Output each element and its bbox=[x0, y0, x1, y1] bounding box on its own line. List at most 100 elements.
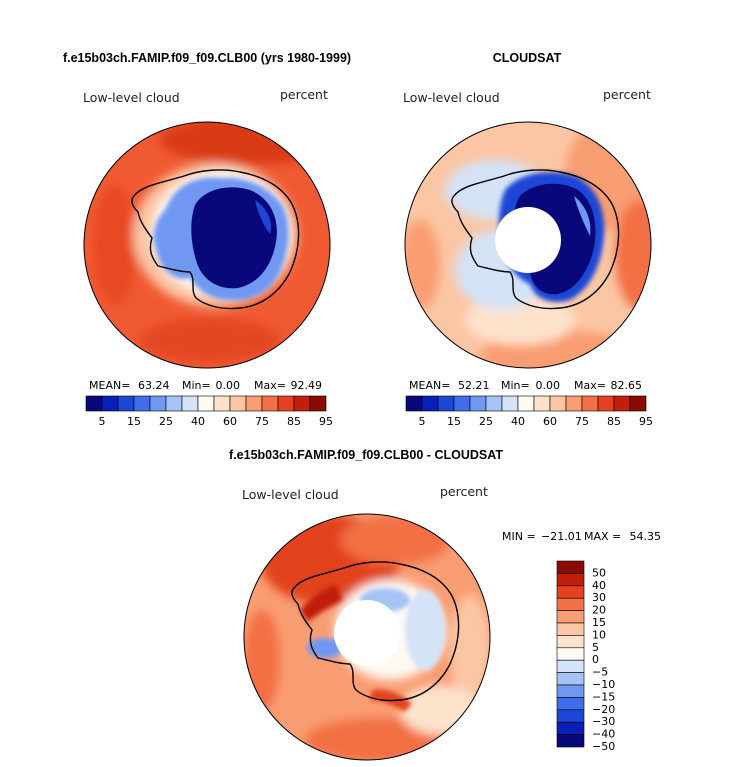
diff-min-label: MIN = bbox=[502, 530, 536, 543]
difference-colorbar-tick-label: −40 bbox=[592, 728, 615, 741]
model-colorbar-bin bbox=[101, 395, 119, 412]
panel-cloudsat-variable: Low-level cloud bbox=[403, 90, 500, 105]
cloudsat-max-value: 82.65 bbox=[611, 379, 643, 392]
model-colorbar-bin bbox=[213, 395, 231, 412]
diff-ocean-pale-se bbox=[400, 685, 480, 735]
cloudsat-ocean-orange-e bbox=[615, 200, 651, 310]
difference-colorbar-bin bbox=[556, 647, 585, 661]
panel-model-units: percent bbox=[280, 87, 328, 102]
panel-difference-variable: Low-level cloud bbox=[242, 487, 339, 502]
panel-difference-stats: MIN = −21.01 MAX = 54.35 bbox=[502, 530, 661, 543]
diff-ocean-red-w bbox=[244, 610, 280, 710]
model-mean-value: 63.24 bbox=[138, 379, 170, 392]
cloudsat-max-label: Max= bbox=[574, 379, 606, 392]
difference-colorbar-bin bbox=[556, 697, 585, 711]
model-colorbar: 5 15 25 40 60 75 85 95 bbox=[85, 395, 333, 428]
difference-colorbar-tick-label: 50 bbox=[592, 566, 606, 579]
cloudsat-colorbar-bin bbox=[597, 395, 615, 412]
model-colorbar-bin bbox=[165, 395, 183, 412]
model-colorbar-bin bbox=[117, 395, 135, 412]
diff-max-label: MAX = bbox=[584, 530, 621, 543]
cloudsat-colorbar-tick-label: 75 bbox=[575, 415, 589, 428]
difference-colorbar-bin bbox=[556, 709, 585, 723]
difference-colorbar-tick-label: 15 bbox=[592, 616, 606, 629]
diff-min-value: −21.01 bbox=[541, 530, 582, 543]
cloudsat-colorbar-bin bbox=[485, 395, 503, 412]
model-colorbar-bin bbox=[277, 395, 295, 412]
cloudsat-colorbar-tick-label: 15 bbox=[447, 415, 461, 428]
panel-difference-title: f.e15b03ch.FAMIP.f09_f09.CLB00 - CLOUDSA… bbox=[229, 448, 503, 462]
diff-peninsula-blue bbox=[307, 638, 343, 658]
cloudsat-colorbar-tick-label: 85 bbox=[607, 415, 621, 428]
difference-colorbar-tick-label: 10 bbox=[592, 628, 606, 641]
cloudsat-colorbar-bin bbox=[421, 395, 439, 412]
cloudsat-min-value: 0.00 bbox=[536, 379, 561, 392]
diff-max-value: 54.35 bbox=[630, 530, 662, 543]
difference-colorbar-tick-label: −15 bbox=[592, 690, 615, 703]
difference-colorbar-bin bbox=[556, 622, 585, 636]
model-colorbar-bin bbox=[133, 395, 151, 412]
cloudsat-coastline bbox=[451, 169, 620, 310]
model-max-label: Max= bbox=[254, 379, 286, 392]
model-colorbar-bin bbox=[229, 395, 247, 412]
model-colorbar-bin bbox=[309, 395, 327, 412]
difference-colorbar-bin bbox=[556, 659, 585, 673]
panel-model-title: f.e15b03ch.FAMIP.f09_f09.CLB00 (yrs 1980… bbox=[63, 51, 351, 65]
difference-colorbar-tick-label: −50 bbox=[592, 740, 615, 753]
model-colorbar-bin bbox=[245, 395, 263, 412]
cloudsat-colorbar-bin bbox=[405, 395, 423, 412]
difference-colorbar-bin bbox=[556, 597, 585, 611]
diff-coastline bbox=[291, 561, 460, 702]
model-colorbar-tick-label: 5 bbox=[99, 415, 106, 428]
model-ocean-darker-west bbox=[93, 185, 137, 305]
model-colorbar-tick-label: 75 bbox=[255, 415, 269, 428]
difference-colorbar-tick-label: 30 bbox=[592, 591, 606, 604]
model-colorbar-bin bbox=[293, 395, 311, 412]
model-colorbar-tick-label: 25 bbox=[159, 415, 173, 428]
difference-colorbar-tick-label: 0 bbox=[592, 653, 599, 666]
model-colorbar-bin bbox=[149, 395, 167, 412]
model-plateau-mid bbox=[255, 200, 271, 234]
difference-colorbar-bin bbox=[556, 672, 585, 686]
panel-model-map bbox=[84, 122, 330, 368]
cloudsat-colorbar-bin bbox=[437, 395, 455, 412]
model-coastline bbox=[131, 169, 300, 310]
difference-colorbar-tick-label: 5 bbox=[592, 641, 599, 654]
cloudsat-colorbar-bin bbox=[533, 395, 551, 412]
cloudsat-colorbar-bin bbox=[453, 395, 471, 412]
panel-difference-boundary bbox=[243, 513, 491, 761]
difference-colorbar-bin bbox=[556, 635, 585, 649]
difference-colorbar-bin bbox=[556, 734, 585, 748]
diff-missing-pole bbox=[334, 600, 400, 666]
difference-colorbar-bin bbox=[556, 560, 585, 574]
model-ocean-darker-south bbox=[140, 318, 280, 362]
cloudsat-colorbar-bin bbox=[517, 395, 535, 412]
difference-colorbar-bin bbox=[556, 721, 585, 735]
model-ocean-darker-north bbox=[160, 122, 330, 165]
model-colorbar-tick-label: 15 bbox=[127, 415, 141, 428]
cloudsat-colorbar-bin bbox=[549, 395, 567, 412]
panel-difference-map bbox=[244, 514, 490, 760]
panel-model-variable: Low-level cloud bbox=[83, 90, 180, 105]
cloudsat-colorbar-tick-label: 5 bbox=[419, 415, 426, 428]
difference-colorbar-tick-label: −5 bbox=[592, 666, 608, 679]
difference-colorbar-tick-label: 40 bbox=[592, 579, 606, 592]
model-max-value: 92.49 bbox=[291, 379, 323, 392]
model-colorbar-bin bbox=[261, 395, 279, 412]
model-plateau-dark bbox=[191, 187, 277, 289]
model-colorbar-tick-label: 85 bbox=[287, 415, 301, 428]
panel-cloudsat-units: percent bbox=[603, 87, 651, 102]
cloudsat-mean-value: 52.21 bbox=[458, 379, 490, 392]
model-colorbar-tick-label: 60 bbox=[223, 415, 237, 428]
cloudsat-colorbar-tick-label: 60 bbox=[543, 415, 557, 428]
cloudsat-colorbar-bin bbox=[469, 395, 487, 412]
cloudsat-colorbar-bin bbox=[565, 395, 583, 412]
diff-ocean-pale-e bbox=[450, 595, 490, 705]
difference-colorbar-tick-label: −30 bbox=[592, 715, 615, 728]
panel-cloudsat-title: CLOUDSAT bbox=[493, 51, 562, 65]
cloudsat-min-label: Min= bbox=[501, 379, 530, 392]
panel-model: f.e15b03ch.FAMIP.f09_f09.CLB00 (yrs 1980… bbox=[63, 51, 351, 428]
model-colorbar-tick-label: 40 bbox=[191, 415, 205, 428]
